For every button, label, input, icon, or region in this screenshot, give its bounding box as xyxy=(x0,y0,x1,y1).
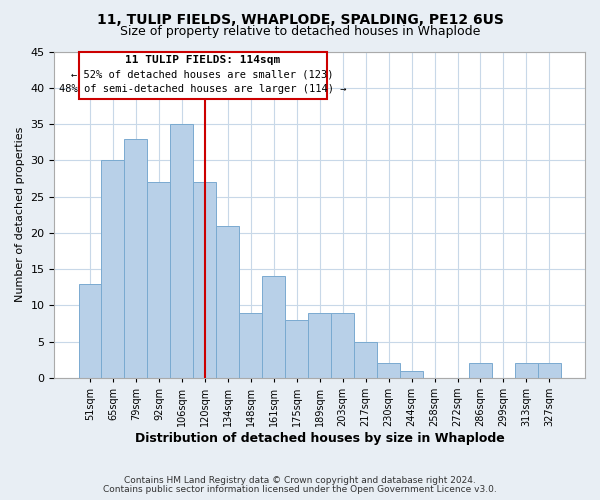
Bar xyxy=(308,312,331,378)
Bar xyxy=(377,364,400,378)
Bar xyxy=(515,364,538,378)
Bar xyxy=(148,182,170,378)
Bar xyxy=(469,364,492,378)
Bar xyxy=(193,182,217,378)
Bar xyxy=(217,226,239,378)
Bar xyxy=(262,276,285,378)
Text: ← 52% of detached houses are smaller (123): ← 52% of detached houses are smaller (12… xyxy=(71,70,334,80)
Bar xyxy=(538,364,561,378)
Text: 11 TULIP FIELDS: 114sqm: 11 TULIP FIELDS: 114sqm xyxy=(125,55,280,65)
Bar xyxy=(170,124,193,378)
FancyBboxPatch shape xyxy=(79,52,326,98)
X-axis label: Distribution of detached houses by size in Whaplode: Distribution of detached houses by size … xyxy=(135,432,505,445)
Text: 48% of semi-detached houses are larger (114) →: 48% of semi-detached houses are larger (… xyxy=(59,84,346,94)
Bar xyxy=(79,284,101,378)
Bar xyxy=(101,160,124,378)
Bar xyxy=(331,312,354,378)
Y-axis label: Number of detached properties: Number of detached properties xyxy=(15,127,25,302)
Text: 11, TULIP FIELDS, WHAPLODE, SPALDING, PE12 6US: 11, TULIP FIELDS, WHAPLODE, SPALDING, PE… xyxy=(97,12,503,26)
Text: Size of property relative to detached houses in Whaplode: Size of property relative to detached ho… xyxy=(120,25,480,38)
Text: Contains public sector information licensed under the Open Government Licence v3: Contains public sector information licen… xyxy=(103,485,497,494)
Text: Contains HM Land Registry data © Crown copyright and database right 2024.: Contains HM Land Registry data © Crown c… xyxy=(124,476,476,485)
Bar xyxy=(124,138,148,378)
Bar xyxy=(239,312,262,378)
Bar xyxy=(400,370,423,378)
Bar xyxy=(354,342,377,378)
Bar xyxy=(285,320,308,378)
